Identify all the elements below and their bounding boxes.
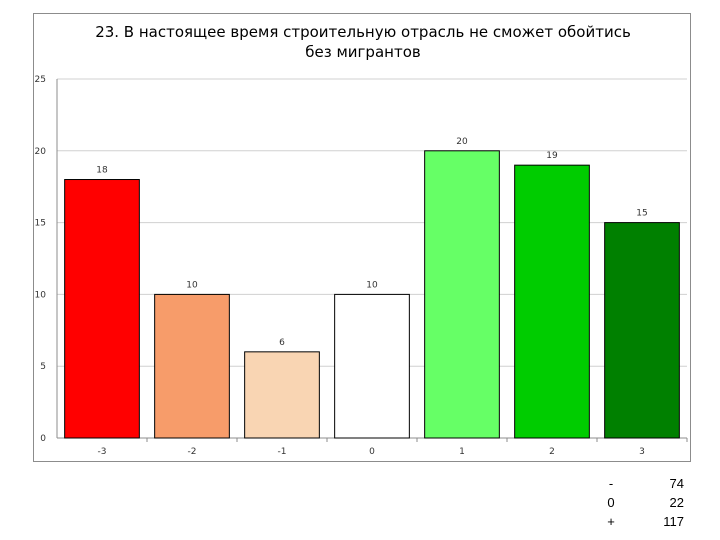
data-label: 15	[636, 209, 647, 219]
bar	[514, 164, 590, 439]
y-tick-label: 10	[35, 290, 47, 300]
bar-chart: 23. В настоящее время строительную отрас…	[35, 23, 688, 457]
summary-row: - 74	[590, 474, 700, 493]
summary-row: 0 22	[590, 493, 700, 512]
x-tick-label: 0	[369, 447, 375, 457]
summary-label: -	[608, 476, 614, 491]
data-label: 10	[186, 280, 198, 290]
summary-label: 0	[607, 495, 615, 510]
bar	[424, 150, 500, 439]
summary-value: 22	[669, 495, 684, 510]
data-label: 10	[366, 280, 378, 290]
summary-value: 117	[663, 514, 684, 529]
bar	[604, 222, 680, 439]
bar	[154, 293, 230, 439]
y-tick-label: 20	[35, 147, 47, 157]
data-label: 20	[456, 137, 468, 147]
summary-row: + 117	[590, 512, 700, 531]
x-tick-label: -1	[278, 447, 287, 457]
summary-table: - 74 0 22 + 117	[590, 474, 700, 531]
chart-title: 23. В настоящее время строительную отрас…	[95, 23, 631, 41]
y-tick-label: 0	[40, 434, 46, 444]
y-tick-label: 15	[35, 219, 46, 229]
y-tick-label: 25	[35, 75, 46, 85]
y-tick-label: 5	[40, 362, 46, 372]
chart-title: без мигрантов	[305, 43, 420, 61]
data-label: 18	[96, 166, 108, 176]
x-tick-label: -3	[98, 447, 107, 457]
summary-value: 74	[669, 476, 684, 491]
x-tick-label: 3	[639, 447, 645, 457]
data-label: 6	[279, 338, 285, 348]
bar	[334, 293, 410, 439]
bar	[64, 179, 140, 439]
bar	[244, 351, 320, 439]
summary-label: +	[607, 514, 615, 529]
x-tick-label: 1	[459, 447, 465, 457]
data-label: 19	[546, 151, 558, 161]
x-tick-label: -2	[188, 447, 197, 457]
chart-frame: 23. В настоящее время строительную отрас…	[33, 13, 691, 462]
x-tick-label: 2	[549, 447, 555, 457]
